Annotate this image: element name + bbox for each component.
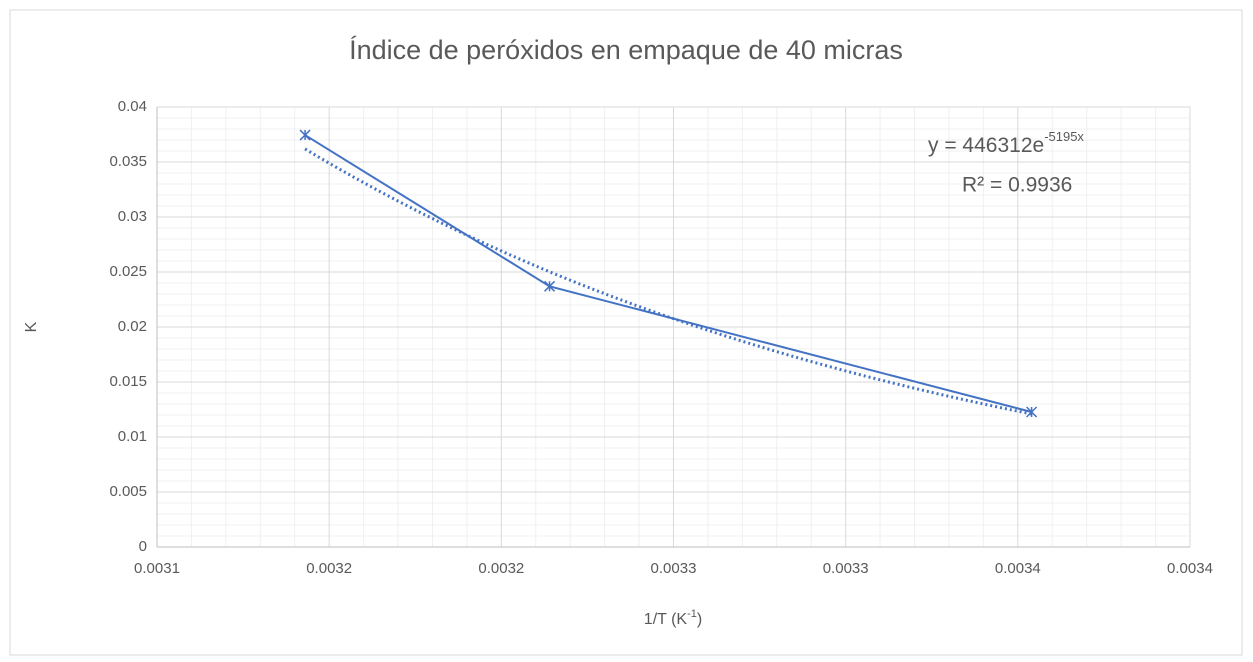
y-tick-label: 0.04 (118, 98, 147, 115)
marker (299, 129, 311, 141)
x-tick-label: 0.0034 (1167, 560, 1213, 577)
trend-r2: R² = 0.9936 (962, 174, 1072, 197)
grid (156, 106, 1191, 548)
y-tick-label: 0.005 (109, 483, 147, 500)
y-tick-label: 0.035 (109, 153, 147, 170)
y-tick-label: 0.01 (118, 428, 147, 445)
x-tick-label: 0.0032 (306, 560, 352, 577)
trend-equation-base: y = 446312e (928, 134, 1044, 157)
x-axis-label-part: ) (697, 611, 702, 628)
y-tick-label: 0.015 (109, 373, 147, 390)
x-axis-label-part: 1/T (K (644, 611, 688, 628)
x-tick-label: 0.0033 (823, 560, 869, 577)
y-axis-label: K (23, 321, 40, 332)
x-axis-label: 1/T (K-1) (644, 608, 702, 628)
x-tick-label: 0.0031 (134, 560, 180, 577)
marker (1026, 406, 1038, 418)
y-tick-label: 0.03 (118, 208, 147, 225)
trend-equation: y = 446312e-5195x (928, 129, 1084, 156)
chart-title: Índice de peróxidos en empaque de 40 mic… (349, 35, 903, 65)
x-axis-label-sup: -1 (687, 608, 697, 620)
y-tick-label: 0 (139, 538, 147, 555)
y-tick-label: 0.025 (109, 263, 147, 280)
x-tick-label: 0.0032 (478, 560, 524, 577)
y-tick-label: 0.02 (118, 318, 147, 335)
x-tick-label: 0.0034 (995, 560, 1041, 577)
x-tick-label: 0.0033 (651, 560, 697, 577)
marker (544, 280, 556, 292)
trend-equation-exp: -5195x (1044, 129, 1084, 144)
